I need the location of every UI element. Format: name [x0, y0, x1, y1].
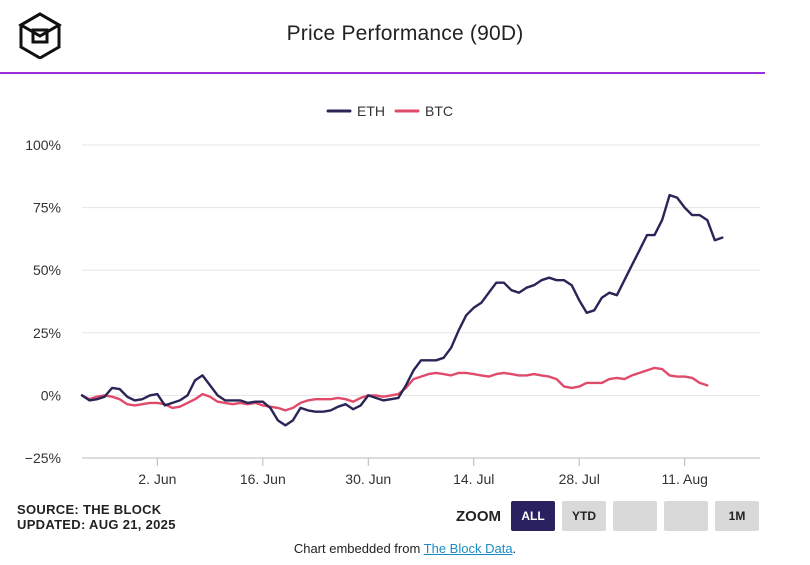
the-block-cube-logo-icon[interactable] — [16, 11, 64, 59]
x-axis: 2. Jun 16. Jun 30. Jun 14. Jul 28. Jul 11. Au… — [138, 458, 708, 487]
chart-title: Price Performance (90D) — [286, 22, 524, 45]
price-performance-chart: −25% 0% 25% 50% 75% 100% 2. Jun 16. Jun 30. Jun… — [25, 103, 760, 487]
legend-label: ETH — [357, 103, 385, 119]
grid-lines — [82, 144, 760, 459]
the-block-data-link[interactable]: The Block Data — [423, 541, 513, 556]
zoom-all-button[interactable]: ALL — [511, 501, 555, 531]
source-text: SOURCE: THE BLOCK — [17, 502, 162, 517]
embed-credit: Chart embedded from The Block Data. — [0, 541, 810, 556]
legend-item-btc[interactable]: BTC — [394, 103, 453, 119]
zoom-controls: ZOOM ALL YTD 1M — [456, 501, 766, 531]
y-tick-label: 0% — [41, 387, 61, 403]
legend-item-eth[interactable]: ETH — [326, 103, 385, 119]
zoom-blank-button-2[interactable] — [664, 501, 708, 531]
y-tick-label: 25% — [33, 325, 61, 341]
series-line-eth — [80, 193, 724, 427]
zoom-label: ZOOM — [456, 507, 501, 525]
title-divider — [0, 72, 765, 74]
x-tick-label: 2. Jun — [138, 471, 176, 487]
x-tick-label: 28. Jul — [559, 471, 600, 487]
y-axis: −25% 0% 25% 50% 75% 100% — [25, 137, 61, 466]
series-lines — [80, 193, 724, 427]
x-tick-label: 30. Jun — [345, 471, 391, 487]
legend: ETH BTC — [326, 103, 453, 119]
updated-text: UPDATED: AUG 21, 2025 — [17, 517, 176, 532]
legend-label: BTC — [425, 103, 453, 119]
y-tick-label: 50% — [33, 262, 61, 278]
zoom-1m-button[interactable]: 1M — [715, 501, 759, 531]
x-tick-label: 14. Jul — [453, 471, 494, 487]
y-tick-label: 75% — [33, 200, 61, 216]
series-line-btc — [80, 366, 709, 412]
zoom-blank-button-1[interactable] — [613, 501, 657, 531]
x-tick-label: 11. Aug — [661, 471, 707, 487]
y-tick-label: 100% — [25, 137, 61, 153]
embed-suffix: . — [512, 541, 517, 556]
embed-prefix: Chart embedded from — [293, 541, 424, 556]
y-tick-label: −25% — [25, 450, 61, 466]
x-tick-label: 16. Jun — [240, 471, 286, 487]
source-block: SOURCE: THE BLOCK UPDATED: AUG 21, 2025 — [17, 502, 176, 532]
zoom-ytd-button[interactable]: YTD — [562, 501, 606, 531]
